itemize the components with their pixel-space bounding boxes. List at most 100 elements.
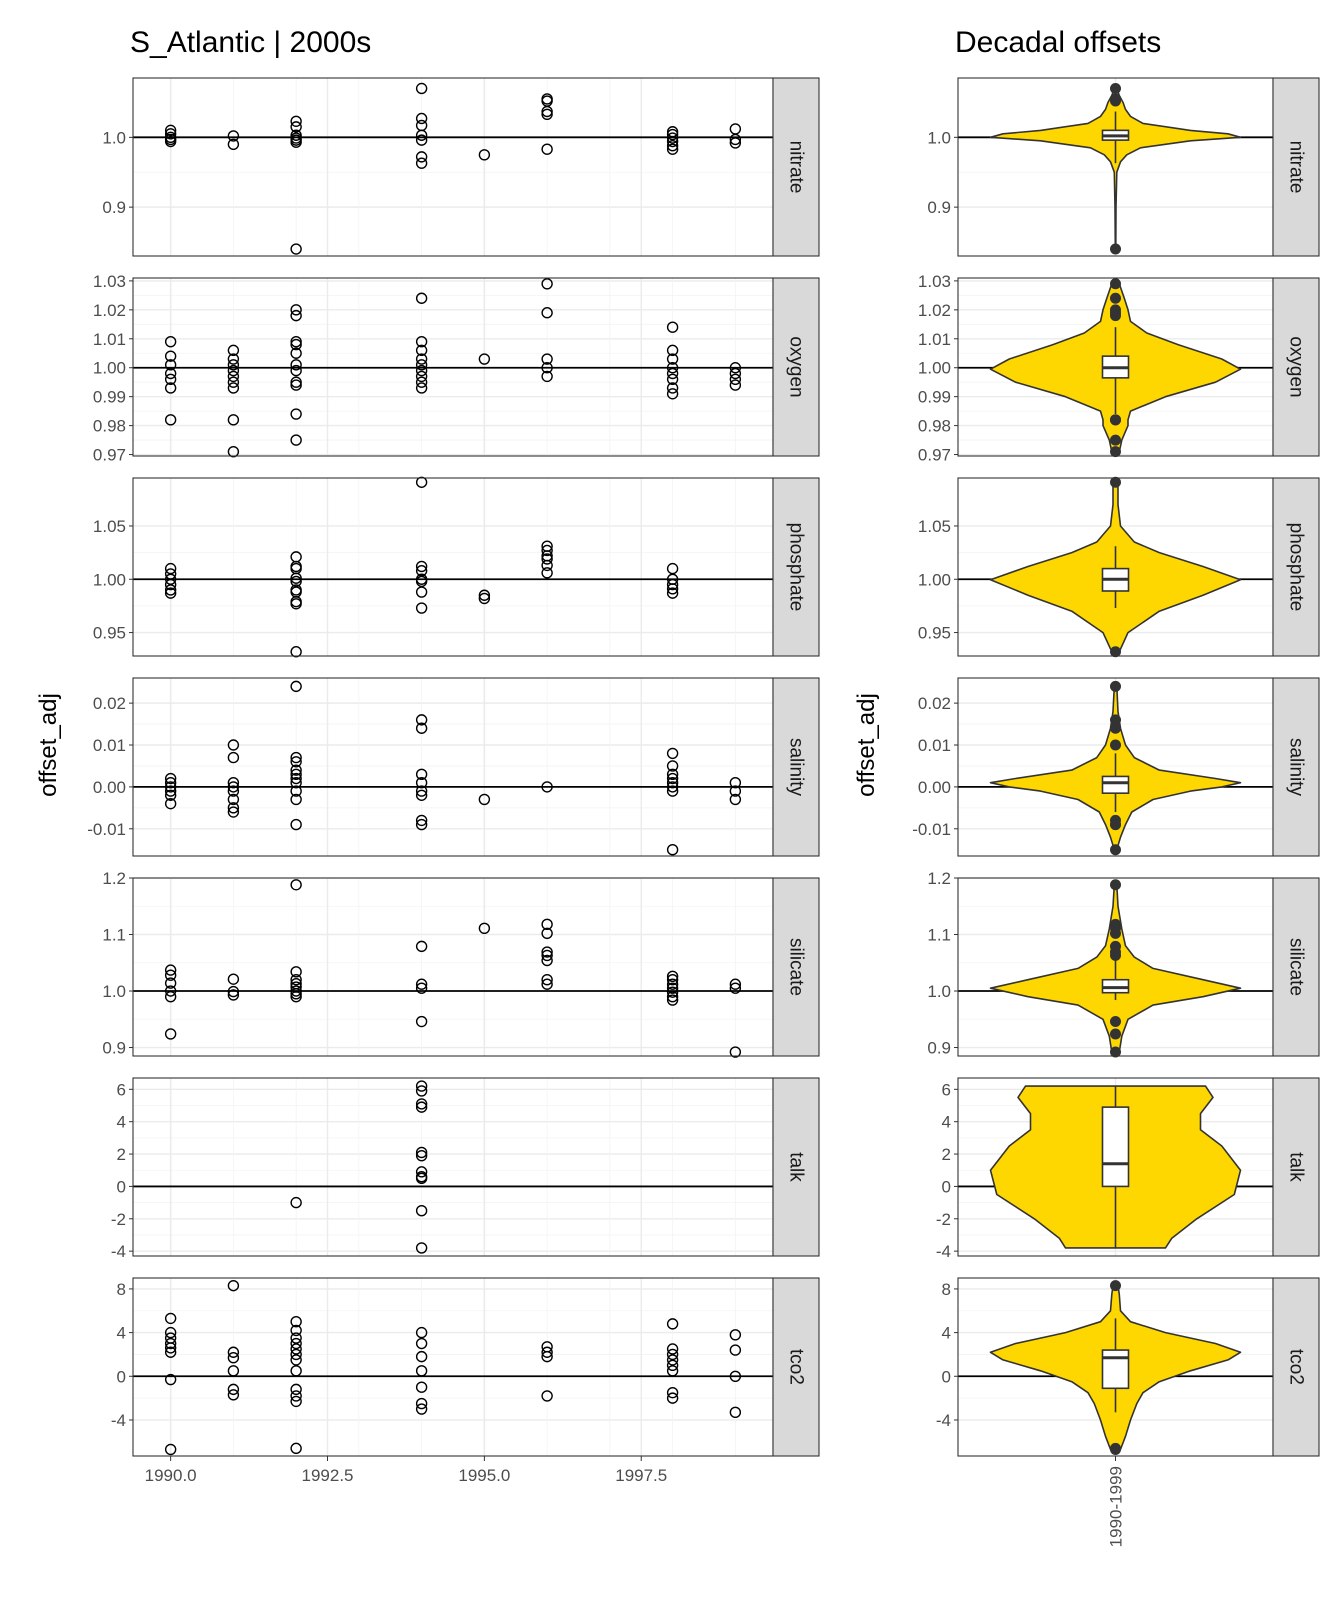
data-point [541,954,553,967]
data-point [541,1346,553,1358]
outlier-point [1110,1443,1121,1455]
left-chart-title: S_Atlantic | 2000s [130,26,371,59]
outlier-point [1110,646,1121,658]
strip-tco2 [772,1277,820,1457]
outlier-point [1110,949,1121,961]
data-point [164,964,177,976]
data-point [290,335,302,348]
data-point [164,785,177,797]
y-tick-label: 1.1 [102,926,126,945]
y-tick-label: 1.01 [918,330,951,349]
scatter-panel-oxygen: 0.97 0.98 0.99 1.00 1.01 1.02 1.03 oxygen [93,272,820,465]
data-point [541,781,553,793]
data-point [290,434,302,446]
data-point [729,785,742,797]
data-point [290,1390,302,1402]
outlier-point [1110,1046,1121,1058]
data-point [227,138,240,151]
data-point [415,818,428,831]
data-point [290,347,302,359]
y-tick-label: 1.2 [102,869,126,888]
data-point [666,132,679,144]
y-tick-label: -2 [111,1210,126,1229]
data-point [415,157,428,169]
data-point [415,789,428,801]
data-point [541,105,553,118]
strip-talk [1272,1077,1320,1257]
data-point [478,149,491,161]
y-tick-label: 8 [942,1280,951,1299]
data-point [666,143,679,155]
data-point [164,1443,177,1456]
grid-lines [133,678,773,856]
data-point [666,844,679,856]
outlier-point [1110,722,1121,734]
data-point [541,362,553,374]
data-point [666,1318,679,1330]
scatter-panel-salinity: -0.01 0.00 0.01 0.02 salinity [87,677,820,857]
data-point [729,137,742,149]
data-point [227,989,240,1001]
y-tick-label: 1.03 [918,272,951,291]
outlier-point [1110,714,1121,726]
data-point [541,974,553,986]
data-point [666,785,679,797]
y-tick-label: -0.01 [912,820,951,839]
data-point [290,646,302,658]
outlier-point [1110,310,1121,322]
data-point [666,772,679,785]
data-point [415,586,428,598]
data-point [164,124,177,137]
data-point [290,1395,302,1408]
data-point [164,373,177,386]
y-tick-label: 1.00 [918,570,951,589]
data-point [227,751,240,764]
box-iqr [1101,1349,1130,1390]
data-point [415,134,428,146]
data-point [164,977,177,989]
violin-panel-tco2: -4 0 4 8 tco2 [936,1277,1320,1457]
data-point [541,278,553,290]
y-tick-label: 0.97 [918,446,951,465]
data-point [290,985,302,997]
data-point [478,592,491,605]
data-point [729,978,742,990]
data-point [290,408,302,420]
outlier-point [1110,1028,1121,1040]
data-point [478,793,491,806]
right-y-axis-label: offset_adj [853,693,880,797]
data-point [666,978,679,990]
strip-label: silicate [786,938,807,996]
scatter-panel-phosphate: 0.95 1.00 1.05 phosphate [93,476,820,658]
data-point [478,353,491,365]
y-tick-label: 4 [117,1113,126,1132]
y-tick-label: 0 [942,1367,951,1386]
outlier-point [1110,819,1121,831]
data-point [227,359,240,371]
data-point [415,1015,428,1028]
data-point [290,966,302,978]
y-tick-label: 0.97 [93,446,126,465]
data-point [290,359,302,371]
data-point [290,879,302,891]
y-tick-label: 0.95 [93,624,126,643]
data-point [227,382,240,394]
data-point [666,994,679,1006]
data-point [541,918,553,931]
data-point [415,353,428,365]
x-category-label: 1990-1999 [1107,1466,1126,1547]
strip-label: tco2 [1286,1349,1307,1385]
data-point [541,978,553,990]
data-point [164,990,177,1003]
data-point [729,367,742,380]
data-point [729,133,742,146]
y-tick-label: 0.00 [918,778,951,797]
y-tick-label: 4 [942,1324,951,1343]
strip-label: nitrate [786,141,807,194]
data-point [541,1390,553,1402]
data-point [415,1080,428,1092]
data-point [290,136,302,148]
data-point [164,985,177,997]
y-tick-label: 0.95 [918,624,951,643]
data-point [290,751,302,764]
